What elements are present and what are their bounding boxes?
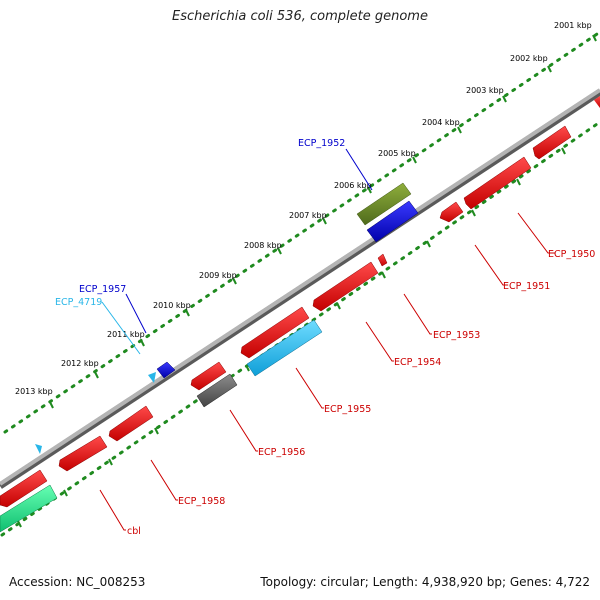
kbp-labels: 2001 kbp 2002 kbp 2003 kbp 2004 kbp 2005…	[15, 21, 592, 396]
kbp-label-2012: 2012 kbp	[61, 359, 99, 368]
gene-ecp-1958-b[interactable]	[58, 435, 108, 472]
gene-ecp-1955-red[interactable]	[240, 306, 310, 359]
gene-cbl-red[interactable]	[0, 469, 48, 508]
leader-ecp-1955	[295, 367, 324, 409]
lower-tick-13	[17, 520, 22, 528]
figure-title: Escherichia coli 536, complete genome	[172, 9, 428, 24]
label-ecp-1953: ECP_1953	[433, 330, 480, 341]
lower-tick-12	[63, 489, 68, 497]
gene-red-edge[interactable]	[594, 96, 600, 108]
gene-ecp-1951[interactable]	[463, 156, 532, 210]
kbp-label-2006: 2006 kbp	[334, 181, 372, 190]
kbp-label-2004: 2004 kbp	[422, 118, 460, 127]
kbp-tick-2013	[49, 401, 54, 409]
backbone	[0, 88, 600, 486]
label-ecp-1951: ECP_1951	[503, 281, 550, 292]
gene-ecp-1954[interactable]	[312, 261, 379, 312]
lower-tick-3	[471, 209, 476, 217]
kbp-label-2003: 2003 kbp	[466, 86, 504, 95]
kbp-label-2001: 2001 kbp	[554, 21, 592, 30]
lower-tick-6	[336, 302, 341, 310]
label-ecp-1956: ECP_1956	[258, 447, 305, 458]
lower-tick-10	[154, 427, 159, 435]
accession-text: Accession: NC_008253	[9, 575, 146, 589]
kbp-tick-2006	[367, 186, 372, 194]
lower-tick-11	[108, 458, 113, 466]
forward-features	[35, 96, 600, 454]
kbp-tick-2010	[185, 309, 190, 317]
gene-cbl-green[interactable]	[0, 484, 58, 533]
label-ecp-1955: ECP_1955	[324, 404, 371, 415]
label-ecp-1954: ECP_1954	[394, 357, 441, 368]
leader-ecp-4719	[101, 301, 141, 355]
kbp-label-2013: 2013 kbp	[15, 387, 53, 396]
gene-ecp-1955-cyan[interactable]	[246, 319, 323, 377]
gene-labels: ECP_1952 ECP_1957 ECP_4719 ECP_1950 ECP_…	[55, 138, 595, 537]
lower-tick-8	[245, 364, 250, 372]
leader-ecp-1954	[365, 321, 394, 362]
reverse-features	[0, 125, 572, 533]
gene-ecp-1958-a[interactable]	[108, 405, 154, 442]
topology-text: Topology: circular; Length: 4,938,920 bp…	[260, 575, 590, 589]
label-ecp-1950: ECP_1950	[548, 249, 595, 260]
kbp-tick-2001	[592, 34, 597, 42]
kbp-label-2002: 2002 kbp	[510, 54, 548, 63]
leader-ecp-1951	[474, 244, 508, 286]
lower-tick-1	[561, 147, 566, 155]
label-ecp-1957: ECP_1957	[79, 284, 126, 295]
kbp-tick-2002	[547, 65, 552, 73]
gene-ecp-1956-grey[interactable]	[196, 373, 238, 408]
lower-tick-2	[516, 178, 521, 186]
gene-ecp-1956-red[interactable]	[190, 361, 227, 391]
kbp-tick-2004	[457, 126, 462, 134]
leader-ecp-1957	[125, 293, 147, 334]
gene-ecp-1952-green[interactable]	[356, 182, 412, 226]
kbp-tick-2008	[277, 247, 282, 255]
kbp-tick-2011	[140, 339, 145, 347]
leader-ecp-1953	[403, 293, 432, 335]
label-ecp-1952: ECP_1952	[298, 138, 345, 149]
gene-ecp-1950[interactable]	[532, 125, 572, 160]
kbp-label-2008: 2008 kbp	[244, 241, 282, 250]
kbp-label-2009: 2009 kbp	[199, 271, 237, 280]
label-cbl: cbl	[127, 526, 141, 537]
gene-ecp-4719-cyan[interactable]	[148, 372, 156, 383]
upper-scale-dots	[3, 30, 600, 434]
lower-tick-4	[426, 240, 431, 248]
kbp-tick-2007	[322, 217, 327, 225]
leader-ecp-1950	[517, 212, 555, 254]
gene-ecp-1952-blue[interactable]	[366, 200, 419, 243]
kbp-tick-2003	[502, 95, 507, 103]
leader-cbl	[99, 489, 126, 531]
kbp-label-2005: 2005 kbp	[378, 149, 416, 158]
gene-ecp-1953[interactable]	[377, 253, 388, 267]
upper-scale-ticks	[49, 34, 597, 409]
kbp-tick-2009	[232, 277, 237, 285]
gene-cyan-small[interactable]	[35, 444, 42, 454]
lower-tick-5	[381, 271, 386, 279]
kbp-tick-2012	[94, 371, 99, 379]
label-ecp-1958: ECP_1958	[178, 496, 225, 507]
kbp-label-2007: 2007 kbp	[289, 211, 327, 220]
leader-ecp-1956	[229, 409, 258, 452]
leader-ecp-1952	[345, 148, 373, 191]
label-ecp-4719: ECP_4719	[55, 297, 102, 308]
label-leaders	[99, 148, 555, 531]
gene-ecp-1951-b[interactable]	[439, 201, 464, 223]
leader-ecp-1958	[150, 459, 178, 501]
kbp-tick-2005	[412, 156, 417, 164]
gene-ecp-1957-blue[interactable]	[156, 361, 176, 379]
kbp-label-2010: 2010 kbp	[153, 301, 191, 310]
